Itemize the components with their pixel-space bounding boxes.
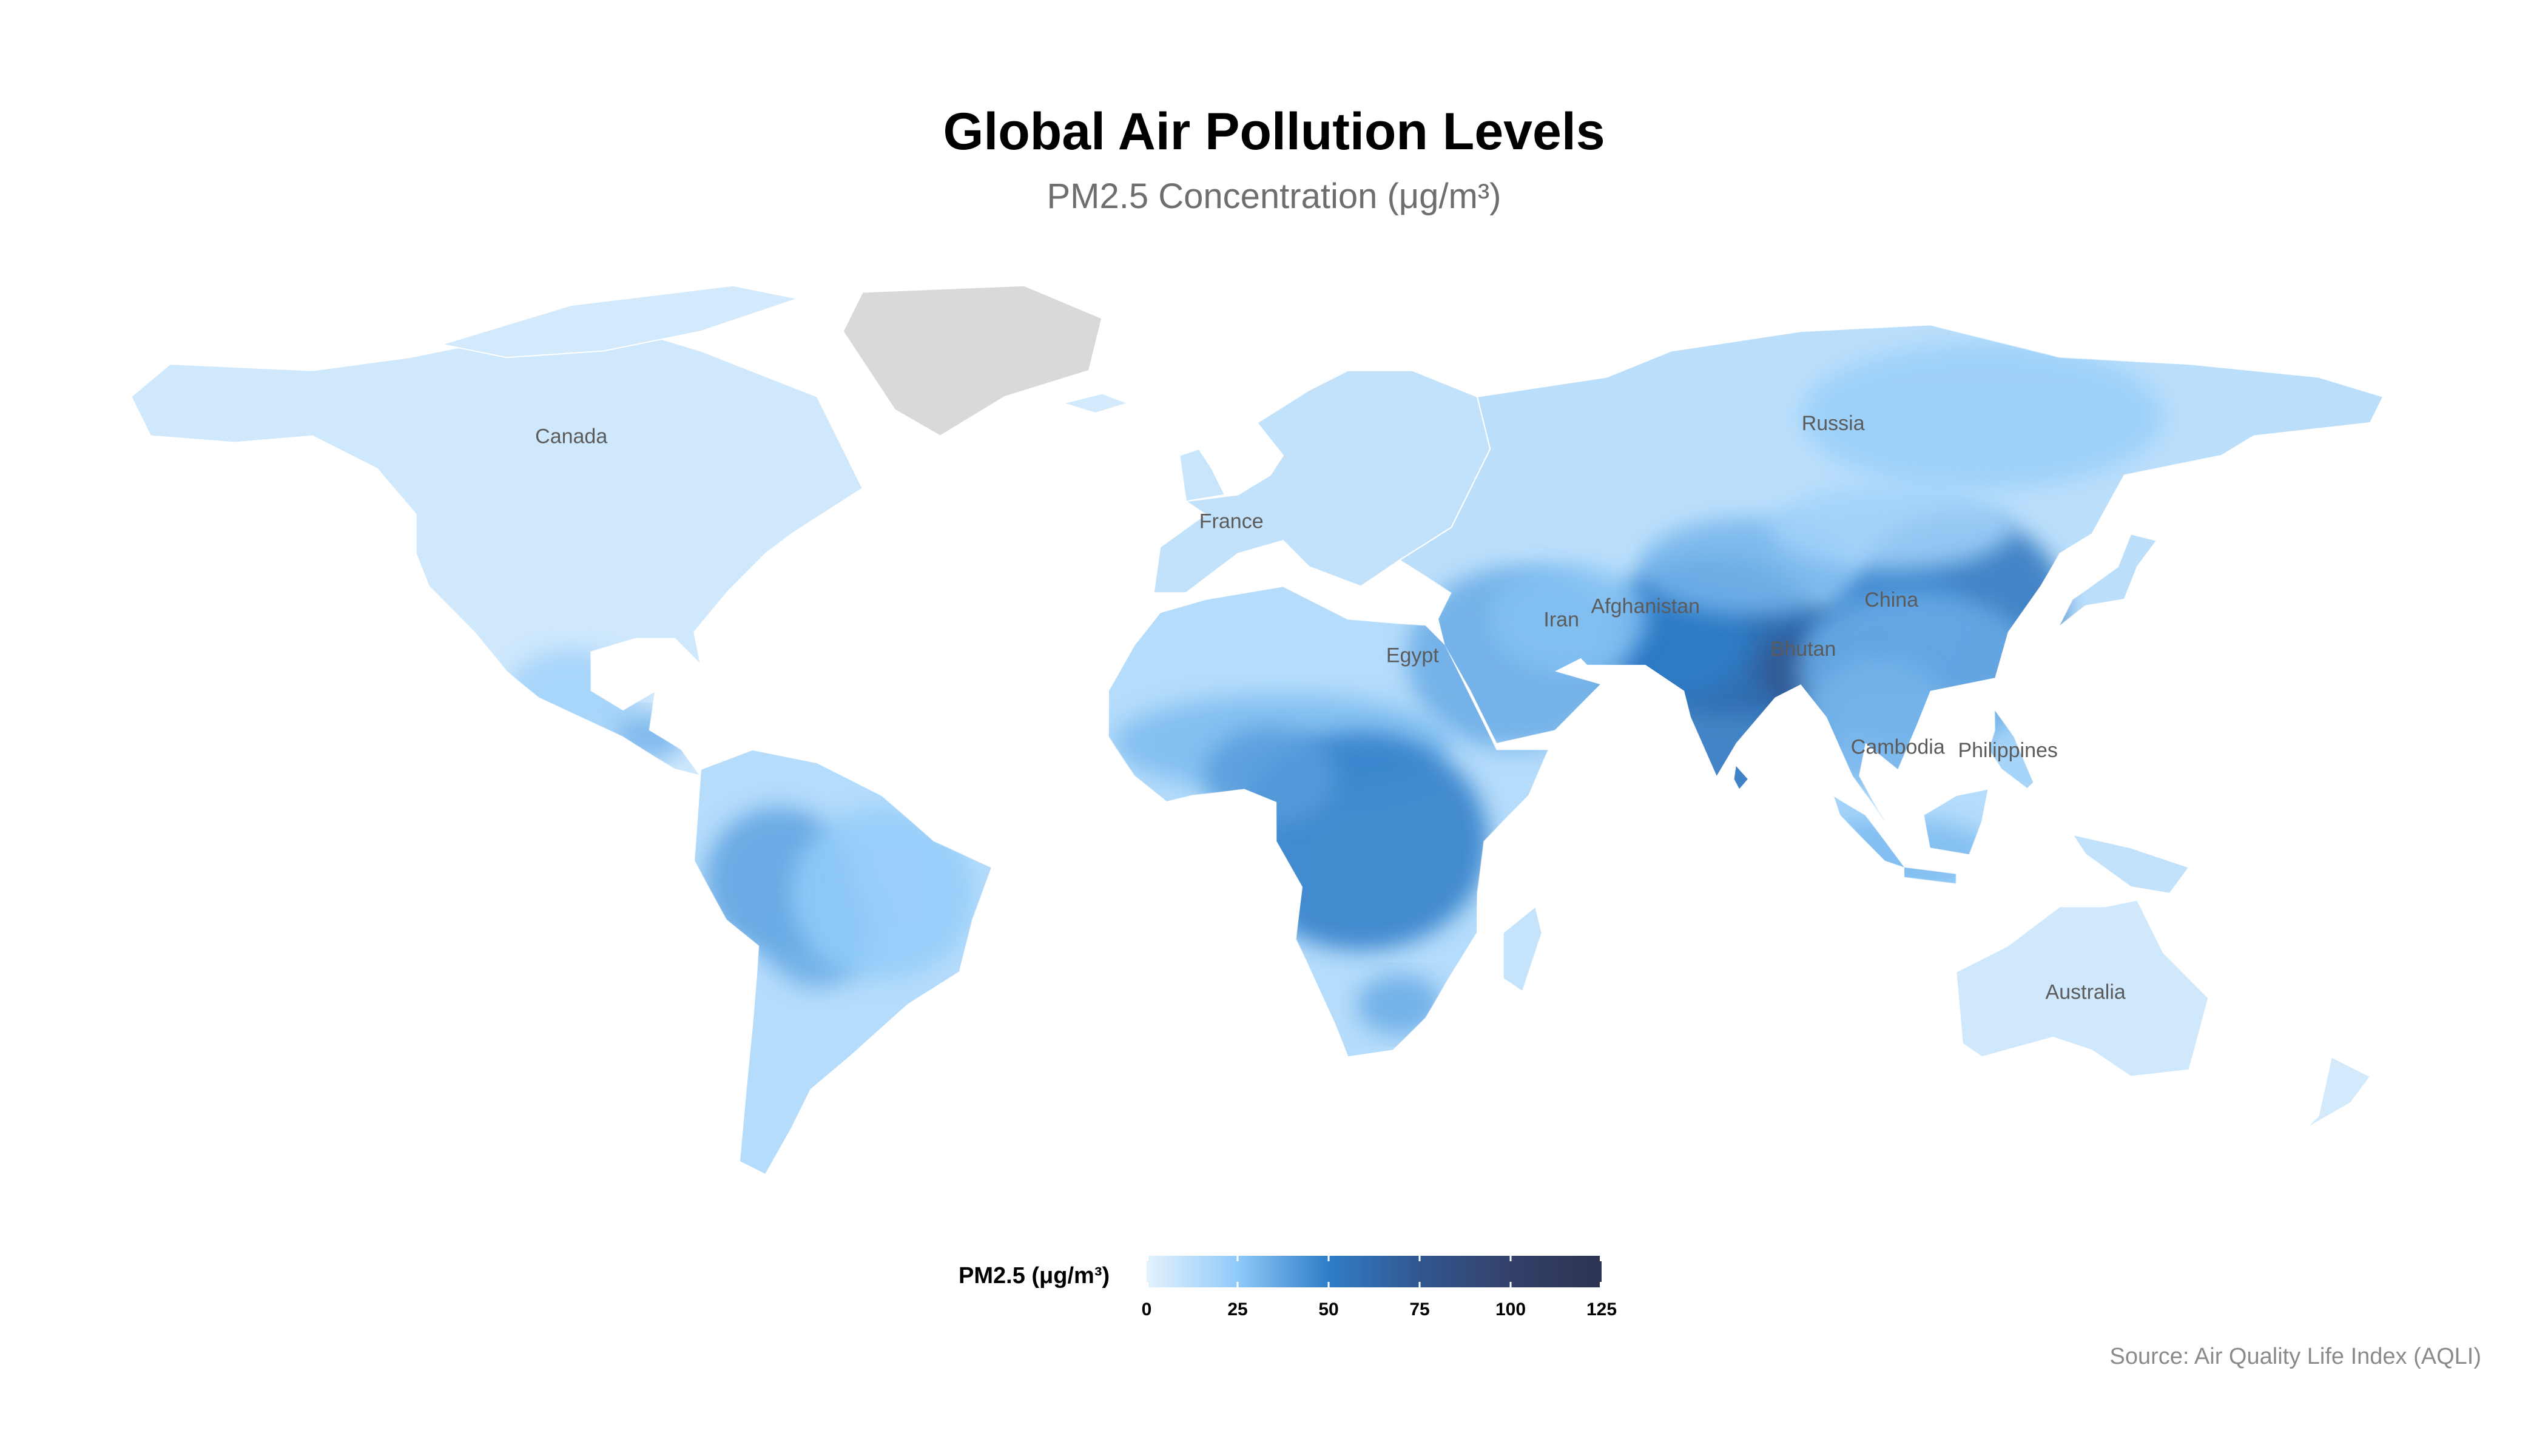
hotspot-iran bbox=[1489, 564, 1647, 674]
land-arctic-islands bbox=[442, 285, 800, 359]
hotspot-mongolia bbox=[1770, 485, 2013, 570]
legend: PM2.5 (μg/m³) 0 25 50 75 100 125 bbox=[952, 1250, 1650, 1329]
country-label-egypt: Egypt bbox=[1386, 644, 1439, 667]
hotspot-southeast-asia bbox=[1805, 656, 1952, 790]
source-caption: Source: Air Quality Life Index (AQLI) bbox=[2109, 1344, 2482, 1369]
legend-colorbar bbox=[1147, 1256, 1602, 1287]
country-label-australia: Australia bbox=[2046, 980, 2126, 1003]
land-north-america bbox=[130, 331, 863, 777]
land-new-zealand bbox=[2305, 1056, 2371, 1130]
legend-tick-label: 100 bbox=[1495, 1299, 1526, 1320]
legend-tick-label: 0 bbox=[1141, 1299, 1152, 1320]
legend-tick-label: 75 bbox=[1409, 1299, 1430, 1320]
land-new-guinea bbox=[2071, 834, 2190, 894]
legend-tick-label: 125 bbox=[1586, 1299, 1617, 1320]
country-label-france: France bbox=[1199, 510, 1264, 533]
country-label-philippines: Philippines bbox=[1958, 739, 2057, 762]
legend-ticks bbox=[1147, 1256, 1602, 1287]
country-label-afghanistan: Afghanistan bbox=[1591, 595, 1700, 618]
land-madagascar bbox=[1502, 905, 1543, 993]
hotspot-nigeria bbox=[1203, 727, 1337, 824]
land-greenland bbox=[842, 285, 1103, 437]
legend-title: PM2.5 (μg/m³) bbox=[959, 1263, 1110, 1289]
legend-tick-label: 50 bbox=[1318, 1299, 1339, 1320]
country-labels: Canada Russia France China Iran Afghanistan Bh… bbox=[535, 412, 2126, 1003]
legend-tick-label: 25 bbox=[1227, 1299, 1248, 1320]
map-title: Global Air Pollution Levels bbox=[943, 103, 1605, 161]
land-europe bbox=[1153, 369, 1491, 594]
hotspot-siberia-east bbox=[1800, 343, 2164, 490]
land-uk bbox=[1179, 448, 1226, 502]
land-philippines bbox=[1987, 709, 2035, 790]
map-subtitle: PM2.5 Concentration (μg/m³) bbox=[1046, 177, 1502, 216]
country-label-china: China bbox=[1864, 588, 1918, 612]
country-label-russia: Russia bbox=[1802, 412, 1865, 435]
legend-gradient bbox=[1147, 1256, 1602, 1287]
land-australia bbox=[1955, 899, 2209, 1077]
land-japan bbox=[2059, 533, 2158, 626]
country-label-cambodia: Cambodia bbox=[1851, 735, 1945, 758]
country-label-iran: Iran bbox=[1543, 608, 1579, 631]
hotspot-south-africa bbox=[1357, 974, 1442, 1035]
land-iceland bbox=[1060, 393, 1130, 414]
country-label-canada: Canada bbox=[535, 425, 607, 448]
hotspot-brazil-central bbox=[790, 808, 973, 979]
country-label-bhutan: Bhutan bbox=[1771, 638, 1836, 661]
